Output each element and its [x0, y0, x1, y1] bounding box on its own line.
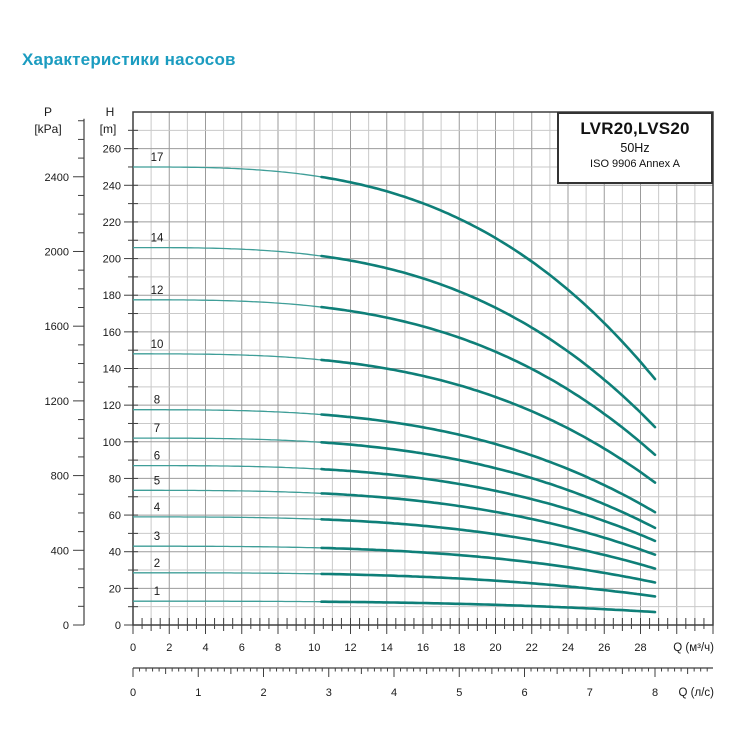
- curve-label-2: 2: [154, 558, 160, 570]
- q-m3h-tick-label: 16: [417, 642, 429, 654]
- curve-label-7: 7: [154, 423, 160, 435]
- p-axis-tick-label: 0: [63, 620, 69, 632]
- curve-label-17: 17: [151, 152, 164, 164]
- q-m3h-tick-label: 24: [562, 642, 574, 654]
- frequency-label: 50Hz: [620, 141, 650, 155]
- p-axis-unit: [kPa]: [34, 122, 61, 136]
- curve-8-stages: [320, 413, 657, 514]
- q-m3h-tick-label: 10: [308, 642, 320, 654]
- q-m3h-tick-label: 20: [489, 642, 501, 654]
- q-m3h-tick-label: 26: [598, 642, 610, 654]
- p-axis-tick-label: 1600: [45, 321, 69, 333]
- h-axis-tick-label: 100: [103, 437, 121, 449]
- curve-label-6: 6: [154, 451, 160, 463]
- curve-label-1: 1: [154, 586, 160, 598]
- q-m3h-tick-label: 8: [275, 642, 281, 654]
- p-axis-tick-label: 800: [51, 471, 69, 483]
- h-axis-tick-label: 240: [103, 180, 121, 192]
- curve-7-stages-thin: [133, 437, 322, 443]
- h-axis-tick-label: 0: [115, 620, 121, 632]
- curve-4-stages-thin: [133, 516, 322, 520]
- pump-model-label: LVR20,LVS20: [580, 119, 690, 138]
- q-ls-tick-label: 3: [326, 687, 332, 699]
- page-title: Характеристики насосов: [22, 50, 236, 69]
- curve-14-stages: [320, 254, 657, 429]
- h-axis-tick-label: 260: [103, 144, 121, 156]
- q-m3h-tick-label: 4: [202, 642, 208, 654]
- curve-17-stages: [320, 175, 657, 381]
- q-ls-tick-label: 4: [391, 687, 397, 699]
- p-axis-tick-label: 2000: [45, 246, 69, 258]
- curve-7-stages: [320, 441, 657, 530]
- curve-12-stages: [320, 305, 657, 457]
- curve-label-10: 10: [151, 339, 164, 351]
- iso-standard-label: ISO 9906 Annex A: [590, 158, 680, 170]
- p-axis-tick-label: 2400: [45, 172, 69, 184]
- curve-label-14: 14: [151, 233, 164, 245]
- p-axis-title: P: [44, 105, 52, 119]
- curve-label-8: 8: [154, 395, 160, 407]
- h-axis-title: H: [106, 105, 115, 119]
- curve-2-stages: [320, 572, 657, 598]
- curve-3-stages-thin: [133, 545, 322, 549]
- curve-5-stages: [320, 492, 657, 556]
- q-ls-tick-label: 8: [652, 687, 658, 699]
- q-m3h-tick-label: 0: [130, 642, 136, 654]
- curve-6-stages: [320, 467, 657, 543]
- curve-17-stages-thin: [133, 166, 322, 178]
- curve-12-stages-thin: [133, 299, 322, 308]
- curve-label-3: 3: [154, 531, 160, 543]
- q-m3h-tick-label: 18: [453, 642, 465, 654]
- curve-1-stages-thin: [133, 600, 322, 603]
- curve-1-stages: [320, 600, 657, 614]
- curve-5-stages-thin: [133, 489, 322, 495]
- q-m3h-tick-label: 2: [166, 642, 172, 654]
- curve-label-4: 4: [154, 502, 161, 514]
- q-m3h-tick-label: 14: [381, 642, 393, 654]
- curve-10-stages: [320, 358, 657, 484]
- q-m3h-tick-label: 6: [239, 642, 245, 654]
- curve-2-stages-thin: [133, 572, 322, 575]
- q-m3h-tick-label: 28: [634, 642, 646, 654]
- q-ls-tick-label: 1: [195, 687, 201, 699]
- q-ls-tick-label: 7: [587, 687, 593, 699]
- curve-label-12: 12: [151, 285, 164, 297]
- h-axis-tick-label: 160: [103, 327, 121, 339]
- curve-6-stages-thin: [133, 464, 322, 470]
- q-m3h-tick-label: 12: [344, 642, 356, 654]
- curve-3-stages: [320, 546, 657, 584]
- h-axis-tick-label: 140: [103, 364, 121, 376]
- q-ls-tick-label: 0: [130, 687, 136, 699]
- h-axis-tick-label: 80: [109, 473, 121, 485]
- h-axis-tick-label: 220: [103, 217, 121, 229]
- curve-14-stages-thin: [133, 246, 322, 257]
- h-axis-tick-label: 60: [109, 510, 121, 522]
- q-m3h-axis-label: Q (м³/ч): [673, 642, 714, 654]
- h-axis-tick-label: 180: [103, 290, 121, 302]
- h-axis-unit: [m]: [100, 122, 117, 136]
- q-ls-tick-label: 5: [456, 687, 462, 699]
- p-axis-tick-label: 1200: [45, 396, 69, 408]
- curve-8-stages-thin: [133, 409, 322, 416]
- q-m3h-tick-label: 22: [526, 642, 538, 654]
- h-axis-tick-label: 40: [109, 547, 121, 559]
- curve-label-5: 5: [154, 475, 160, 487]
- h-axis-tick-label: 200: [103, 254, 121, 266]
- pump-model-info-box: LVR20,LVS20 50Hz ISO 9906 Annex A: [557, 112, 713, 184]
- p-axis-tick-label: 400: [51, 545, 69, 557]
- q-ls-tick-label: 6: [521, 687, 527, 699]
- curve-4-stages: [320, 518, 657, 570]
- h-axis-tick-label: 20: [109, 583, 121, 595]
- h-axis-tick-label: 120: [103, 400, 121, 412]
- q-ls-tick-label: 2: [260, 687, 266, 699]
- q-ls-axis-label: Q (л/с): [679, 687, 715, 699]
- curve-10-stages-thin: [133, 353, 322, 361]
